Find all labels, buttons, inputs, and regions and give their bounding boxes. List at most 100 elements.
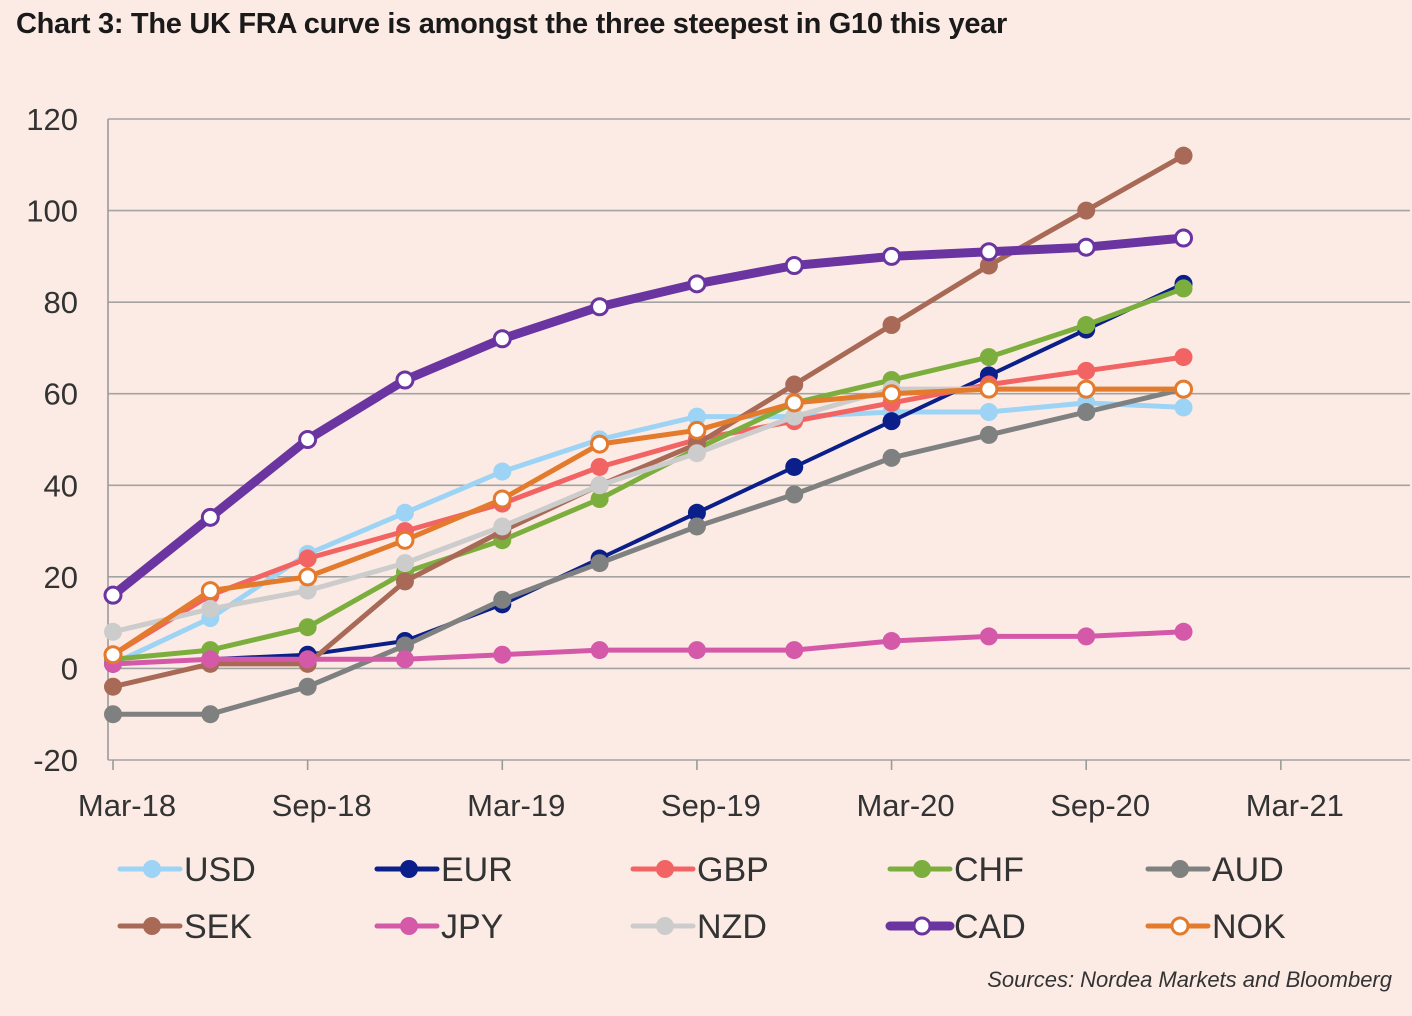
legend-item-jpy: JPY [374, 908, 503, 946]
y-tick-label: 120 [26, 102, 78, 137]
data-point-gbp [590, 457, 609, 476]
legend-swatch-marker [656, 860, 674, 878]
data-point-sek [1174, 146, 1193, 165]
data-point-aud [201, 705, 220, 724]
series-line-gbp [110, 354, 1186, 658]
y-tick-label: 80 [44, 285, 78, 320]
data-point-sek [785, 375, 804, 394]
legend-item-usd: USD [117, 851, 256, 889]
data-point-cad [1174, 228, 1194, 248]
data-point-nzd [687, 444, 706, 463]
data-point-sek [1077, 201, 1096, 220]
data-point-nok [1174, 379, 1194, 399]
legend-label: NZD [697, 908, 767, 946]
x-tick-label: Mar-21 [1246, 788, 1344, 823]
data-point-nzd [104, 622, 122, 641]
legend-swatch-marker [656, 917, 674, 935]
series-line-sek [110, 153, 1186, 690]
data-point-cad [784, 256, 804, 276]
legend-item-eur: EUR [374, 851, 513, 889]
y-tick-label: 40 [44, 468, 78, 503]
legend-swatch-marker [400, 917, 418, 935]
series-gbp [104, 348, 1193, 664]
legend-label: USD [184, 851, 256, 889]
data-point-jpy [1077, 627, 1096, 646]
data-point-nzd [493, 517, 512, 536]
data-point-nzd [590, 476, 609, 495]
legend-label: GBP [697, 851, 769, 889]
data-point-chf [1174, 279, 1193, 298]
data-point-chf [979, 348, 998, 367]
series-line-cad [108, 233, 1188, 600]
data-point-sek [882, 316, 901, 335]
legend-item-nzd: NZD [630, 908, 767, 946]
data-point-aud [590, 554, 609, 573]
data-point-sek [104, 677, 122, 696]
data-point-cad [979, 242, 999, 262]
legend-item-gbp: GBP [630, 851, 769, 889]
data-point-eur [882, 412, 901, 431]
legend-item-cad: CAD [885, 908, 1026, 946]
series-nzd [104, 380, 1193, 641]
data-point-aud [687, 517, 706, 536]
data-point-usd [1174, 398, 1193, 417]
x-tick-label: Sep-20 [1050, 788, 1150, 823]
data-point-cad [590, 297, 610, 317]
data-point-eur [785, 457, 804, 476]
series-line-usd [110, 400, 1186, 667]
data-point-usd [979, 403, 998, 422]
legend: USD EUR GBP CHF AUD SEK JPY NZD CAD NOK [117, 851, 1286, 946]
data-point-jpy [1174, 622, 1193, 641]
series-jpy [104, 622, 1193, 673]
series-lines [103, 146, 1194, 724]
legend-label: CAD [954, 908, 1026, 946]
data-point-jpy [298, 650, 317, 669]
data-point-nzd [298, 581, 317, 600]
data-point-nzd [201, 599, 220, 618]
data-point-nok [784, 393, 804, 413]
data-point-cad [103, 585, 123, 605]
series-sek [104, 146, 1193, 696]
y-tick-label: 0 [61, 651, 78, 686]
data-point-nok [298, 567, 318, 587]
legend-label: SEK [184, 908, 252, 946]
x-tick-label: Mar-20 [856, 788, 954, 823]
gridlines [108, 118, 1410, 761]
data-point-usd [493, 462, 512, 481]
data-point-nok [687, 420, 707, 440]
legend-swatch-marker [143, 917, 161, 935]
legend-swatch-marker [913, 860, 931, 878]
legend-label: CHF [954, 851, 1024, 889]
y-tick-label: 100 [26, 194, 78, 229]
chart-title: Chart 3: The UK FRA curve is amongst the… [16, 8, 1007, 40]
series-line-eur [111, 281, 1186, 666]
data-point-nok [590, 434, 610, 454]
data-point-aud [395, 636, 414, 655]
data-point-nok [200, 581, 220, 601]
data-point-nok [979, 379, 999, 399]
data-point-jpy [590, 641, 609, 660]
y-tick-label: 20 [44, 560, 78, 595]
x-tick-label: Mar-18 [78, 788, 176, 823]
legend-item-nok: NOK [1145, 908, 1286, 946]
data-point-jpy [493, 645, 512, 664]
data-point-aud [493, 590, 512, 609]
data-point-aud [785, 485, 804, 504]
data-point-gbp [1077, 361, 1096, 380]
legend-swatch-marker [1171, 860, 1189, 878]
data-point-sek [395, 572, 414, 591]
data-point-jpy [687, 641, 706, 660]
data-point-gbp [298, 549, 317, 568]
legend-swatch-marker [143, 860, 161, 878]
data-point-nzd [395, 554, 414, 573]
data-point-jpy [201, 650, 220, 669]
series-line-nok [110, 386, 1186, 658]
data-point-aud [882, 448, 901, 467]
data-point-cad [298, 430, 318, 449]
data-point-jpy [979, 627, 998, 646]
legend-item-aud: AUD [1145, 851, 1284, 889]
data-point-chf [1077, 316, 1096, 335]
data-point-jpy [785, 641, 804, 660]
data-point-nok [103, 645, 123, 665]
